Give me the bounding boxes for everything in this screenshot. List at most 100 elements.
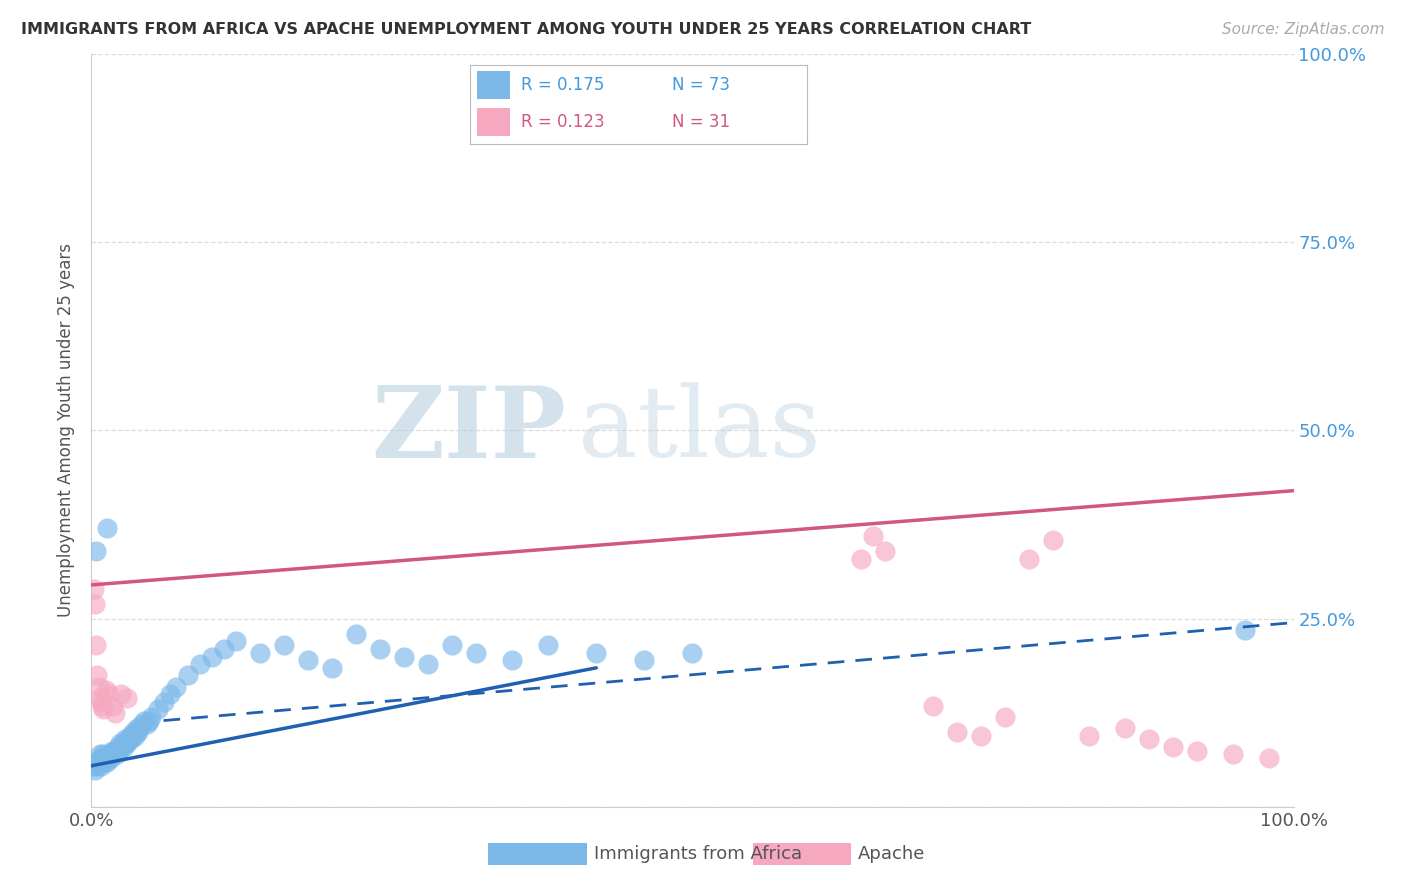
Point [83,582,105,596]
Point [110,736,132,750]
Point [103,744,125,758]
Point [138,714,160,728]
Text: R = 0.175: R = 0.175 [520,76,605,94]
Text: Source: ZipAtlas.com: Source: ZipAtlas.com [1222,22,1385,37]
Bar [477,108,510,136]
Point [94,751,117,765]
Point [368,642,391,657]
Point [96,755,118,769]
Point [108,744,131,758]
Point [121,729,143,743]
Point [112,739,135,754]
Point [89,690,111,705]
Point [159,687,181,701]
Point [134,714,156,728]
Point [681,646,703,660]
Point [176,668,198,682]
Point [201,649,224,664]
Point [321,661,343,675]
Point [131,717,153,731]
Point [93,751,115,765]
Point [1078,729,1101,743]
Point [93,702,115,716]
Point [127,724,149,739]
Point [152,695,174,709]
Point [1042,533,1064,547]
Point [91,698,114,713]
Point [994,710,1017,724]
Point [416,657,439,671]
Point [1137,732,1160,747]
Text: IMMIGRANTS FROM AFRICA VS APACHE UNEMPLOYMENT AMONG YOUTH UNDER 25 YEARS CORRELA: IMMIGRANTS FROM AFRICA VS APACHE UNEMPLO… [21,22,1032,37]
Point [110,739,132,754]
Point [465,646,488,660]
Point [122,724,145,739]
Point [110,687,132,701]
Point [105,747,128,762]
Point [90,751,112,765]
Point [1258,751,1281,765]
Point [114,732,136,747]
Point [501,653,523,667]
Point [1222,747,1244,762]
Point [1018,551,1040,566]
Point [93,755,115,769]
Point [101,698,124,713]
Point [104,706,127,720]
Point [87,680,110,694]
Point [101,744,124,758]
Text: R = 0.123: R = 0.123 [520,113,605,131]
Point [84,763,107,777]
Point [128,721,150,735]
Point [970,729,993,743]
Point [118,732,141,747]
Point [84,755,107,769]
Point [141,710,163,724]
Point [97,751,120,765]
Point [90,695,112,709]
Point [118,729,141,743]
Point [537,638,560,652]
Point [1187,744,1209,758]
Point [212,642,235,657]
Point [297,653,319,667]
Point [86,668,108,682]
Point [873,544,896,558]
Point [117,736,139,750]
Point [87,755,110,769]
Point [84,544,107,558]
Point [100,751,122,765]
Point [585,646,607,660]
Point [249,646,271,660]
Point [225,634,247,648]
Point [1114,721,1136,735]
Point [188,657,211,671]
Text: atlas: atlas [578,383,821,478]
Point [86,759,108,773]
Point [946,724,969,739]
Y-axis label: Unemployment Among Youth under 25 years: Unemployment Among Youth under 25 years [58,244,76,617]
Point [392,649,415,664]
Point [84,597,107,611]
Point [117,690,139,705]
Point [107,739,129,754]
Text: Immigrants from Africa: Immigrants from Africa [593,845,801,863]
Point [120,732,142,747]
Point [93,747,115,762]
Point [1234,623,1257,637]
Point [146,702,169,716]
Point [90,759,112,773]
Point [922,698,945,713]
Point [862,529,884,543]
Bar [477,71,510,99]
Text: N = 31: N = 31 [672,113,730,131]
Point [125,721,148,735]
Point [84,638,107,652]
Point [111,736,134,750]
Point [115,736,138,750]
Point [89,747,111,762]
Point [165,680,187,694]
Point [98,687,121,701]
Text: N = 73: N = 73 [672,76,730,94]
Point [135,717,157,731]
